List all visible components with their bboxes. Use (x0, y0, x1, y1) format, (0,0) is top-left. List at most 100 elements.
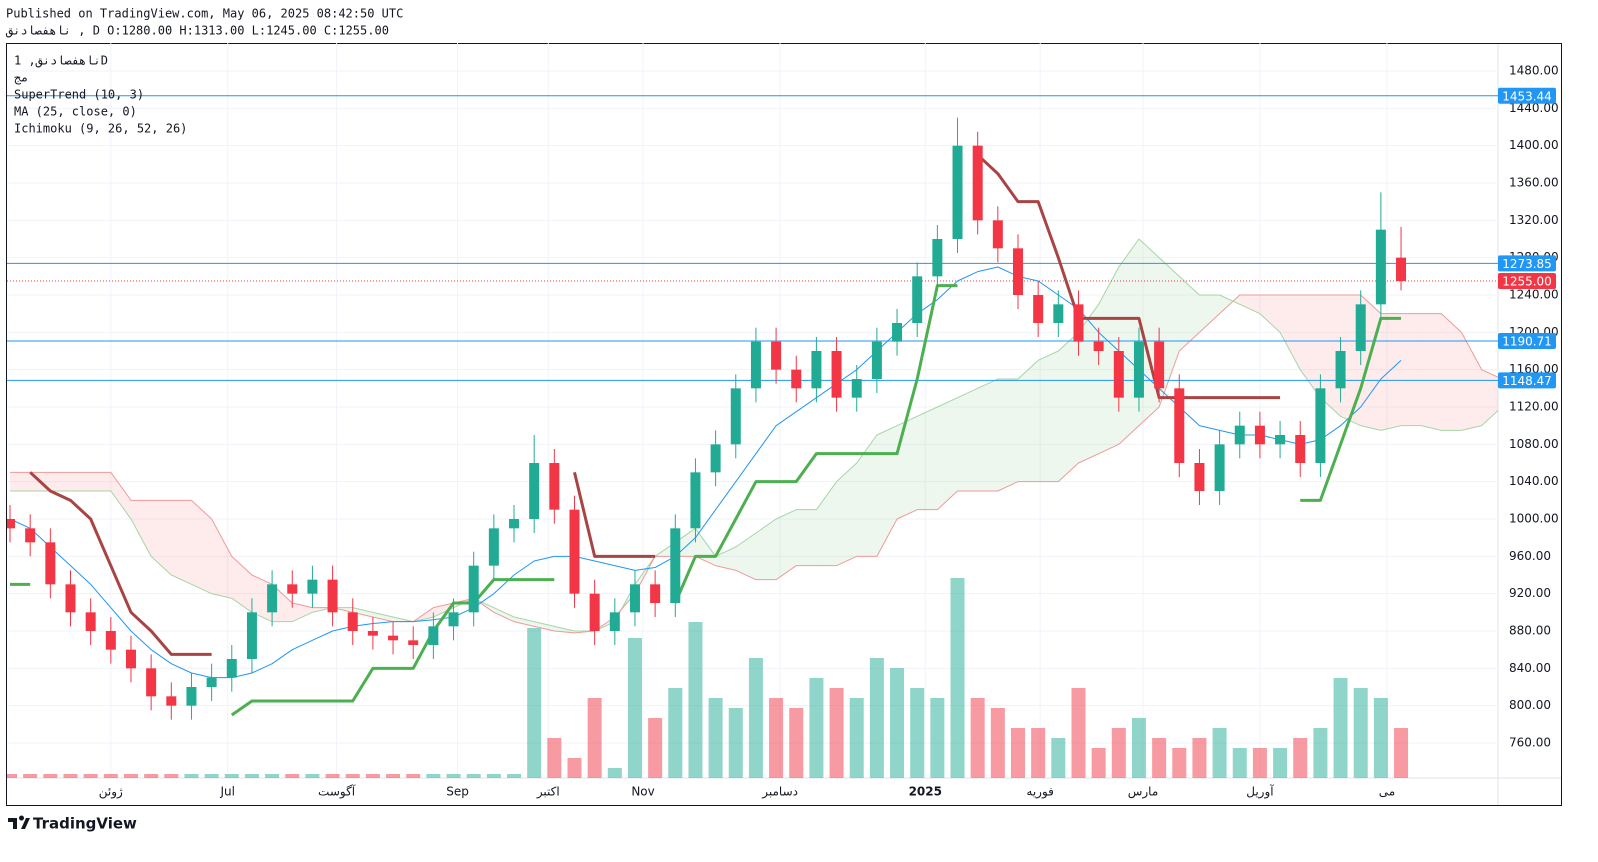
cloud (876, 425, 898, 557)
price-tag (1498, 273, 1556, 289)
candle-body (166, 696, 177, 706)
candle-body (45, 542, 56, 585)
supertrend-down (29, 153, 1281, 656)
volume-bar (43, 774, 58, 778)
candle-body (549, 463, 560, 510)
candle-body (206, 677, 217, 687)
cloud (1360, 295, 1381, 431)
cloud (1280, 295, 1301, 370)
volume-bar (1394, 728, 1409, 778)
candle-body (771, 341, 782, 370)
cloud (856, 435, 877, 557)
volume-bar (1212, 728, 1227, 778)
cloud (1078, 304, 1099, 463)
x-tick-label: آگوست (318, 784, 356, 800)
span-b (10, 294, 1498, 634)
y-tick-label: 1080.00 (1509, 437, 1559, 451)
volume-bar (910, 688, 925, 778)
candle-body (1073, 304, 1084, 342)
cloud (1401, 313, 1422, 426)
candle-body (388, 635, 399, 641)
cloud (1320, 295, 1341, 417)
candle-body (871, 341, 882, 379)
volume-bar (23, 774, 38, 778)
cloud (1038, 351, 1059, 482)
cloud (514, 617, 535, 627)
volume-bar (1051, 738, 1066, 778)
cloud (211, 519, 232, 599)
candle-body (1396, 257, 1407, 281)
volume-bar (1293, 738, 1308, 778)
y-tick-label: 1320.00 (1509, 213, 1559, 227)
candle-body (569, 509, 580, 594)
legend-symbol: ناهفصادنق, 1D (14, 54, 108, 69)
volume-bar (849, 698, 864, 778)
candle-body (529, 463, 540, 519)
cloud (1421, 313, 1442, 431)
volume-bar (547, 738, 562, 778)
candle-body (730, 388, 741, 445)
volume-bar (688, 622, 703, 778)
volume-bar (406, 774, 421, 778)
volume-bar (1273, 748, 1288, 778)
candle-body (105, 631, 116, 650)
candle-body (650, 584, 661, 603)
volume-bar (305, 774, 320, 778)
candle-body (307, 579, 318, 594)
candle-body (1113, 351, 1124, 398)
cloud (272, 584, 293, 622)
candle-body (1214, 444, 1225, 491)
cloud (1179, 276, 1200, 351)
volume-bar (507, 774, 522, 778)
candle-body (1295, 435, 1306, 463)
price-tag-label: 1148.47 (1502, 374, 1552, 388)
candle-body (1194, 463, 1205, 491)
cloud (251, 575, 273, 622)
candle-body (1335, 351, 1346, 389)
volume-bar (224, 774, 239, 778)
volume-bar (244, 774, 259, 778)
cloud (191, 500, 212, 594)
volume-bar (708, 698, 723, 778)
cloud (1018, 360, 1039, 482)
x-tick-label: ژوئن (99, 785, 123, 800)
y-tick-label: 800.00 (1509, 698, 1551, 712)
volume-bar (1252, 748, 1267, 778)
cloud (372, 612, 394, 622)
cloud (675, 528, 696, 557)
volume-bar (668, 688, 683, 778)
candle-body (65, 584, 76, 613)
candle-body (750, 341, 761, 389)
candle-body (448, 612, 459, 627)
cloud (1441, 313, 1462, 431)
volume-bar (627, 638, 642, 778)
cloud (10, 472, 31, 491)
volume-bar (63, 774, 78, 778)
volume-bar (930, 698, 945, 778)
volume-bar (1353, 688, 1368, 778)
volume-bar (890, 668, 905, 778)
cloud (151, 500, 172, 575)
volume-bar (386, 774, 401, 778)
y-tick-label: 1000.00 (1509, 512, 1559, 526)
volume-bar (204, 774, 219, 778)
cloud (352, 607, 373, 617)
cloud (433, 603, 454, 617)
published: Published on TradingView.com, May 06, 20… (6, 7, 403, 21)
cloud (1058, 332, 1079, 482)
y-tick-label: 960.00 (1509, 549, 1551, 563)
x-tick-label: اکتبر (536, 785, 560, 800)
x-tick-label: Nov (631, 785, 654, 799)
x-tick-label: 2025 (909, 785, 942, 799)
volume-bar (829, 688, 844, 778)
volume-bar (1172, 748, 1187, 778)
volume-bar (607, 768, 622, 778)
x-tick-label: دسامبر (761, 785, 798, 800)
candle-body (670, 528, 681, 603)
cloud (1199, 295, 1220, 333)
cloud (70, 472, 91, 491)
cloud (977, 379, 998, 491)
cloud (292, 603, 313, 622)
y-tick-label: 840.00 (1509, 661, 1551, 675)
candle-body (428, 626, 439, 645)
